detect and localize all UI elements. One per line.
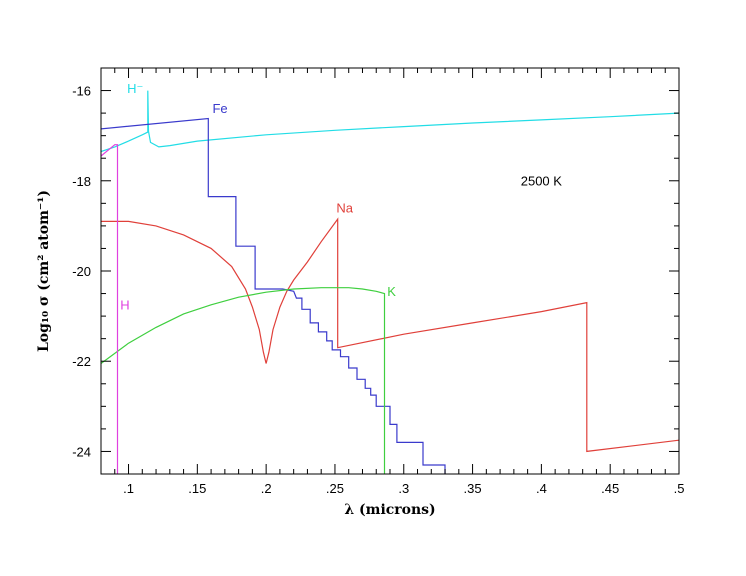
y-tick-label: -20 bbox=[72, 264, 91, 279]
series-label: Na bbox=[336, 200, 353, 215]
x-tick-label: .15 bbox=[188, 481, 206, 496]
series-label: H bbox=[120, 297, 129, 312]
x-axis-ticks: .1 .15 .2 .25 .3 .35 .4 .45 .5 bbox=[100, 68, 685, 496]
plot-lines bbox=[101, 90, 679, 474]
temperature-annotation: 2500 K bbox=[521, 173, 563, 188]
y-axis-title: Log₁₀ σ (cm² atom⁻¹) bbox=[36, 190, 52, 352]
series-label: Fe bbox=[212, 101, 227, 116]
x-tick-label: .1 bbox=[123, 481, 134, 496]
y-tick-label: -16 bbox=[72, 84, 91, 99]
x-tick-label: .4 bbox=[536, 481, 547, 496]
x-tick-label: .3 bbox=[398, 481, 409, 496]
y-tick-label: -18 bbox=[72, 174, 91, 189]
x-tick-label: .5 bbox=[674, 481, 685, 496]
series-line-0 bbox=[101, 90, 679, 153]
y-tick-label: -24 bbox=[72, 444, 91, 459]
series-label: K bbox=[387, 284, 396, 299]
series-line-3 bbox=[101, 287, 386, 474]
series-label: H⁻ bbox=[127, 81, 143, 96]
x-tick-label: .45 bbox=[601, 481, 619, 496]
y-tick-label: -22 bbox=[72, 354, 91, 369]
x-tick-label: .2 bbox=[261, 481, 272, 496]
series-line-4 bbox=[101, 144, 119, 474]
series-line-1 bbox=[101, 117, 446, 474]
x-tick-label: .35 bbox=[464, 481, 482, 496]
y-axis-ticks: -16 -18 -20 -22 -24 bbox=[72, 84, 679, 475]
x-axis-title: λ (microns) bbox=[344, 502, 435, 518]
series-labels: H⁻ Fe Na K H bbox=[120, 81, 396, 313]
series-line-2 bbox=[101, 217, 679, 453]
x-tick-label: .25 bbox=[326, 481, 344, 496]
